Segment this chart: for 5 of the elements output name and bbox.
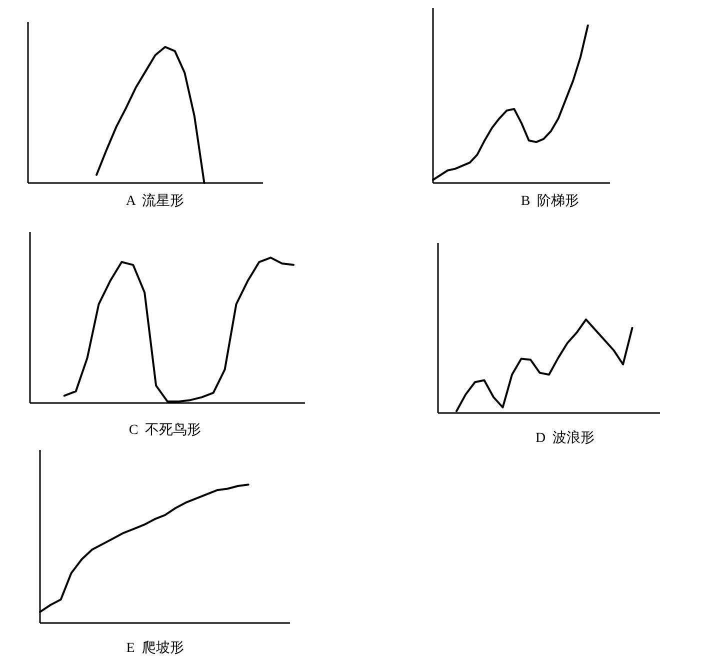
text: C 不死鸟形 xyxy=(128,422,202,438)
text: B 阶梯形 xyxy=(520,193,580,209)
text: A 流星形 xyxy=(126,193,184,209)
text: E 爬坡形 xyxy=(126,640,184,656)
text: D 波浪形 xyxy=(535,430,595,446)
